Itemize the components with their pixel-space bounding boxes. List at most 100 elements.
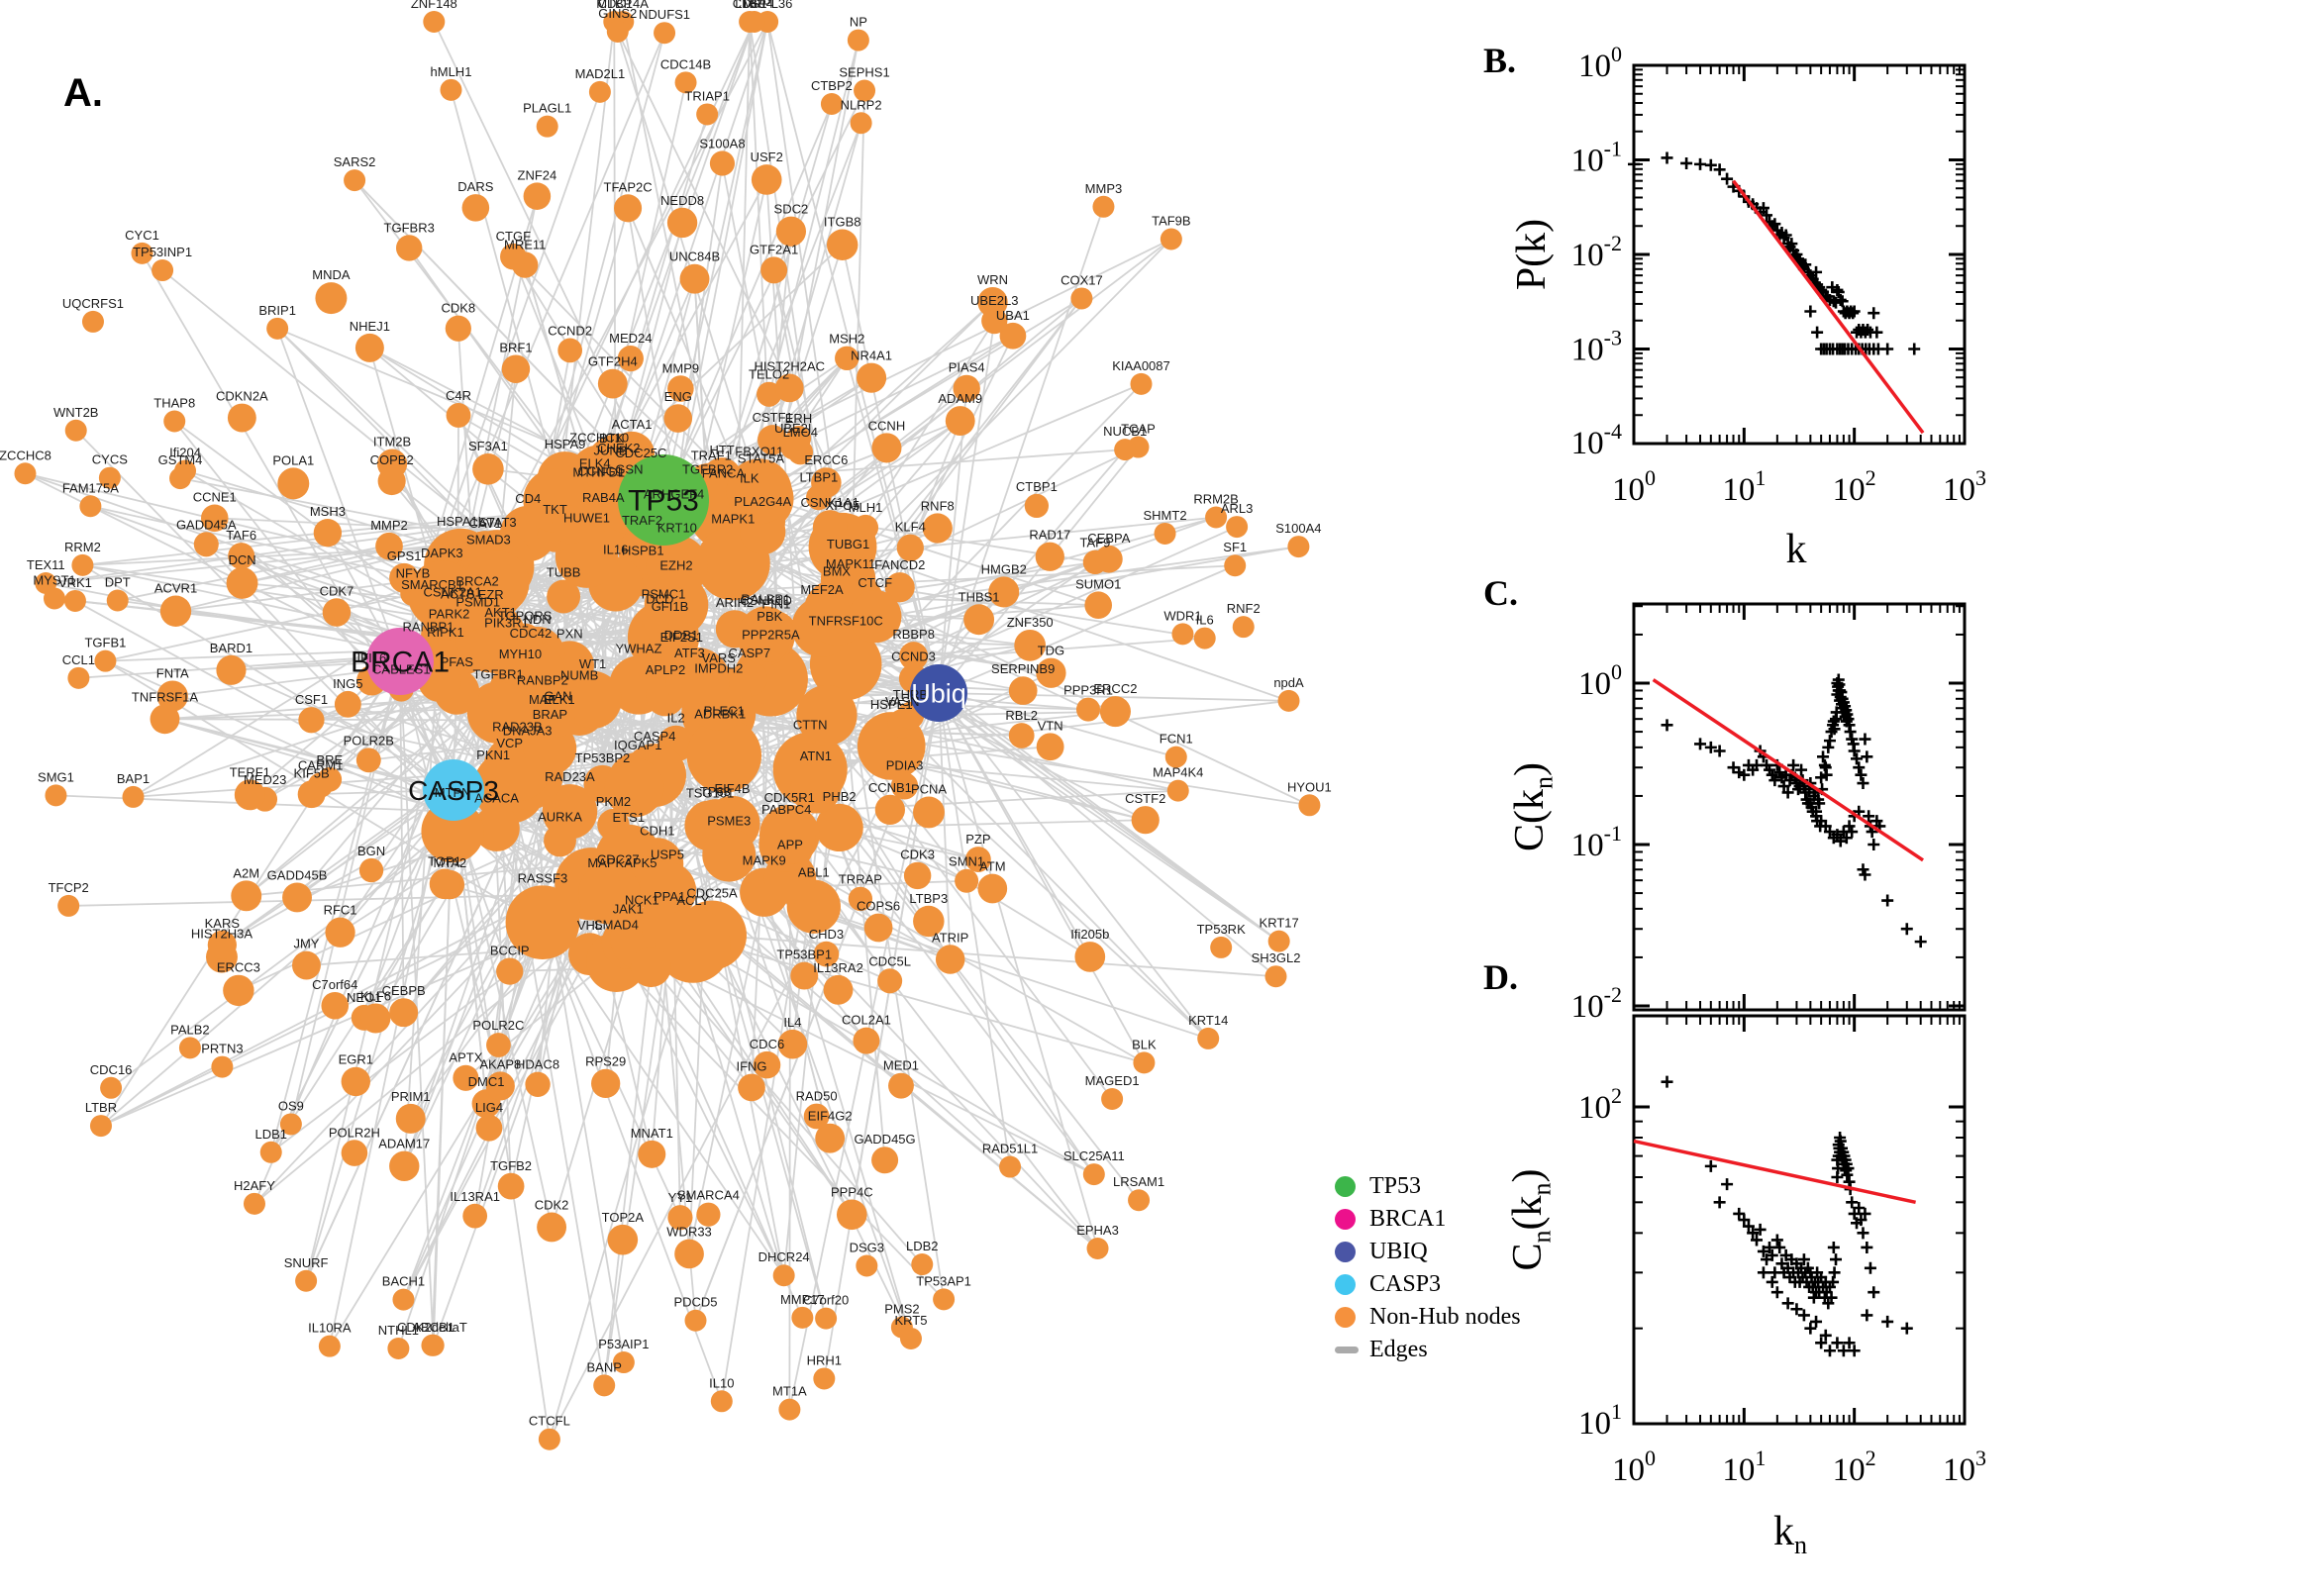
network-node-label: NP [850, 15, 867, 30]
network-node-label: SMAD3 [466, 532, 511, 547]
scatter-point [1908, 343, 1921, 355]
network-node-label: CDC14A [598, 0, 650, 11]
legend-item: CASP3 [1335, 1268, 1521, 1301]
network-node-label: MED23 [244, 772, 286, 787]
network-node-label: WRN [977, 272, 1008, 287]
network-node-label: FNTA [156, 665, 189, 680]
network-node-label: CEBPA [1087, 531, 1130, 546]
network-node-label: THBS1 [959, 589, 1000, 604]
network-edge [399, 660, 435, 1346]
network-node [665, 648, 730, 713]
network-node-label: TDG [1038, 644, 1064, 658]
network-node-label: BAP1 [117, 771, 150, 786]
network-node-label: RRM2B [1193, 492, 1239, 507]
network-node [666, 207, 698, 239]
network-node [1074, 942, 1106, 972]
network-node-label: MAF [529, 692, 556, 707]
network-node [466, 681, 530, 745]
network-edge [662, 90, 865, 501]
scatter-point [1773, 1241, 1786, 1253]
network-node-label: ILK [740, 470, 759, 485]
network-node-label: MTPN [435, 785, 471, 800]
network-node [1277, 689, 1300, 712]
network-node-label: HSPE1 [870, 697, 913, 712]
network-node [945, 406, 975, 436]
network-node-label: ADRBK1 [694, 707, 746, 722]
network-node-label: TRIAP1 [684, 88, 730, 103]
scatter-point [1837, 1345, 1850, 1357]
scatter-point [1790, 1303, 1803, 1316]
network-node [1287, 536, 1310, 558]
network-node [537, 1212, 567, 1243]
network-node [282, 882, 312, 913]
scatter-point [1787, 758, 1800, 771]
x-axis-title: kn [1773, 1509, 1807, 1559]
network-edge [938, 564, 1236, 694]
network-node-label: VASN [885, 694, 919, 709]
scatter-point [1868, 839, 1880, 850]
network-node [295, 1269, 318, 1292]
network-node-label: CTTN [793, 717, 828, 732]
network-node [877, 968, 903, 994]
network-edge [327, 532, 544, 924]
network-node [79, 495, 102, 518]
network-node [89, 1115, 112, 1138]
scatter-point [1819, 1329, 1832, 1342]
network-node-label: BRF1 [499, 340, 532, 354]
network-node [999, 322, 1027, 349]
scatter-point [1881, 343, 1894, 355]
network-node-label: COPS6 [857, 899, 900, 914]
network-node-label: SEPHS1 [839, 65, 889, 80]
network-node-label: ELK4 [579, 456, 611, 471]
network-node-label: ACLY [676, 893, 709, 908]
network-node-label: CTCFL [529, 1414, 570, 1429]
scatter-point [1822, 741, 1835, 753]
scatter-point [1704, 158, 1717, 171]
network-node-label: JMY [293, 937, 319, 951]
network-node-label: ATRIP [932, 930, 968, 945]
legend: TP53 BRCA1 UBIQ CASP3 Non-Hub nodes Edges [1335, 1170, 1521, 1366]
network-node [696, 1202, 721, 1227]
network-node-label: VCP [496, 736, 523, 750]
network-node [674, 71, 697, 94]
network-node-label: SHMT2 [1144, 508, 1187, 523]
network-node-label: ELK1 [544, 692, 575, 707]
network-node-label: ATN1 [800, 748, 832, 763]
network-node [1099, 696, 1131, 728]
network-node [753, 1050, 781, 1079]
network-node-label: MED24 [609, 331, 652, 346]
chart-points [1661, 1075, 1913, 1357]
network-node-label: DHCR24 [758, 1249, 810, 1264]
network-node-label: CDK5R1 [764, 790, 815, 805]
network-node [823, 974, 854, 1005]
network-node [228, 543, 255, 570]
x-tick-label: 103 [1943, 1446, 1986, 1488]
network-node [1264, 965, 1287, 988]
network-edge [842, 546, 1289, 702]
network-edge [542, 922, 681, 1219]
network-node-label: CSNK1A1 [801, 495, 859, 510]
network-node-label: CCNH [868, 418, 906, 433]
network-node [375, 532, 403, 560]
network-node [159, 595, 192, 627]
network-node [211, 1055, 234, 1078]
scatter-point [1881, 1315, 1894, 1328]
network-node-label: JUNB [594, 443, 628, 457]
network-node-label: SUMO1 [1075, 576, 1121, 591]
network-edge [851, 692, 940, 1215]
network-node [1114, 439, 1137, 461]
network-node-label: PFAS [441, 654, 474, 669]
network-node-label: MAPK11 [826, 556, 875, 571]
network-node-label: TGFBR1 [472, 666, 523, 681]
network-node-label: HSPA1L [437, 514, 485, 529]
chart-frame [1632, 602, 1967, 1012]
network-node-label: PHB2 [823, 789, 857, 804]
network-node-label: MYH10 [499, 647, 542, 661]
network-node-label: DSG3 [850, 1240, 884, 1254]
network-node-label: ERCC2 [1093, 681, 1137, 696]
network-node-label: TSG101 [686, 785, 734, 800]
network-node-label: NTHL1 [378, 1323, 419, 1338]
network-node-label: ACTA1 [612, 417, 653, 432]
network-node-label: CYC1 [125, 228, 159, 243]
network-node-label: RNF2 [1227, 601, 1261, 616]
